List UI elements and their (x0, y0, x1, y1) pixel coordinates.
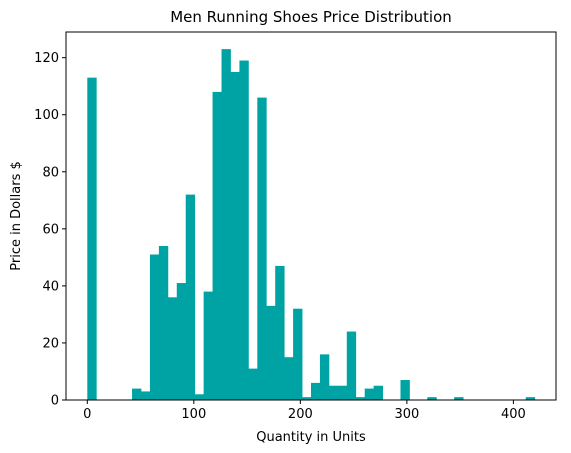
histogram-bar (212, 91, 222, 400)
x-tick-label: 0 (83, 407, 91, 422)
x-axis-ticks: 0 100 200 300 400 (83, 400, 526, 422)
histogram-bar (427, 397, 437, 400)
histogram-bar (87, 77, 97, 400)
histogram-bar (221, 49, 231, 401)
bars-group (87, 49, 536, 401)
x-tick-label: 200 (288, 407, 313, 422)
histogram-bar (302, 397, 312, 400)
y-tick-label: 120 (34, 51, 59, 66)
histogram-bar (176, 283, 187, 400)
chart-title: Men Running Shoes Price Distribution (170, 8, 452, 26)
histogram-bar (346, 331, 357, 400)
histogram-bar (132, 388, 142, 400)
histogram-bar (525, 397, 536, 400)
histogram-bar (454, 397, 464, 400)
histogram-bar (266, 305, 276, 400)
y-tick-label: 0 (51, 394, 59, 409)
histogram-bar (275, 265, 285, 400)
histogram-bar (158, 245, 169, 400)
x-axis-label: Quantity in Units (256, 430, 366, 445)
histogram-bar (167, 297, 178, 400)
histogram-bar (284, 357, 294, 400)
histogram-bar (239, 60, 249, 400)
histogram-bar (149, 254, 160, 400)
x-tick-label: 400 (501, 407, 526, 422)
histogram-bar (140, 391, 151, 400)
plot-frame (65, 31, 557, 401)
histogram-bar (257, 97, 267, 401)
histogram-bar (311, 382, 321, 400)
histogram-bar (373, 385, 383, 400)
histogram-bar (337, 385, 348, 400)
histogram-bar (293, 308, 303, 400)
histogram-bar (230, 71, 240, 400)
y-tick-label: 100 (34, 108, 59, 123)
x-tick-label: 100 (181, 407, 206, 422)
histogram-bar (364, 388, 375, 400)
histogram-bar (328, 385, 339, 400)
y-tick-label: 80 (42, 165, 59, 180)
histogram-bar (185, 194, 196, 400)
histogram-bar (194, 394, 205, 400)
x-tick-label: 300 (394, 407, 419, 422)
y-tick-label: 20 (42, 336, 59, 351)
histogram-bar (355, 397, 366, 400)
histogram-bar (203, 291, 213, 400)
y-axis-label: Price in Dollars $ (9, 161, 24, 271)
histogram-bar (400, 380, 410, 400)
y-tick-label: 40 (42, 279, 59, 294)
y-tick-label: 60 (42, 222, 59, 237)
y-axis-ticks: 0 20 40 60 80 100 120 (34, 51, 66, 409)
histogram-bar (248, 368, 258, 400)
histogram-bar (319, 354, 330, 400)
